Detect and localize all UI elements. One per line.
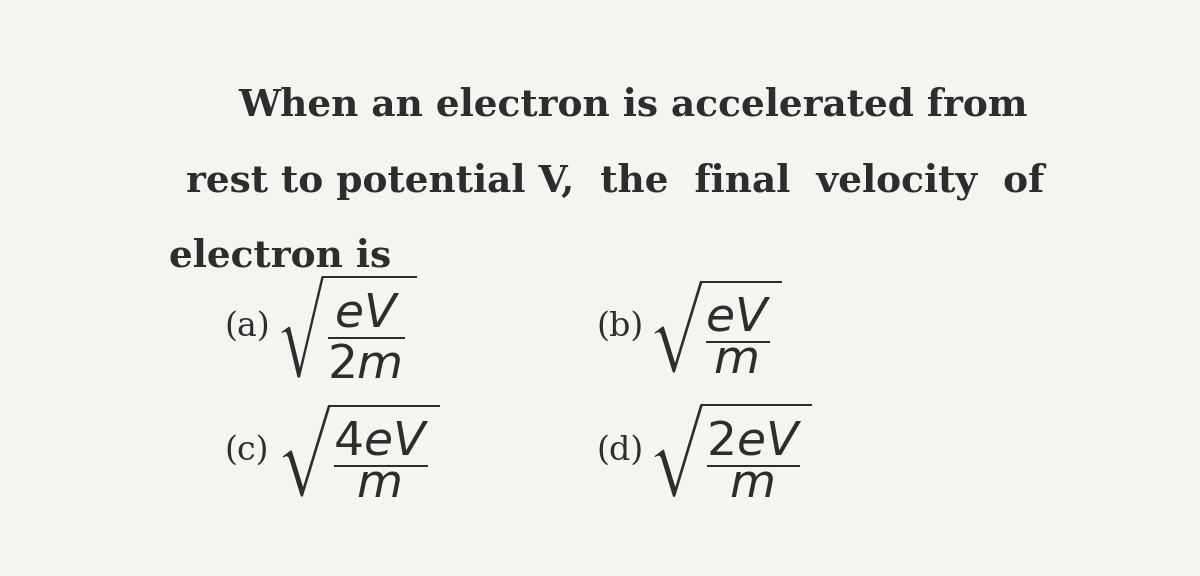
- Text: $\sqrt{\dfrac{4eV}{m}}$: $\sqrt{\dfrac{4eV}{m}}$: [276, 401, 439, 500]
- Text: electron is: electron is: [168, 238, 391, 275]
- Text: (b): (b): [596, 310, 643, 342]
- Text: (a): (a): [224, 310, 270, 342]
- Text: (c): (c): [224, 434, 269, 467]
- Text: $\sqrt{\dfrac{eV}{m}}$: $\sqrt{\dfrac{eV}{m}}$: [648, 277, 780, 376]
- Text: (d): (d): [596, 434, 643, 467]
- Text: $\sqrt{\dfrac{2eV}{m}}$: $\sqrt{\dfrac{2eV}{m}}$: [648, 401, 811, 501]
- Text: rest to potential V,  the  final  velocity  of: rest to potential V, the final velocity …: [186, 162, 1044, 200]
- Text: When an electron is accelerated from: When an electron is accelerated from: [239, 87, 1028, 124]
- Text: $\sqrt{\dfrac{eV}{2m}}$: $\sqrt{\dfrac{eV}{2m}}$: [276, 272, 416, 381]
